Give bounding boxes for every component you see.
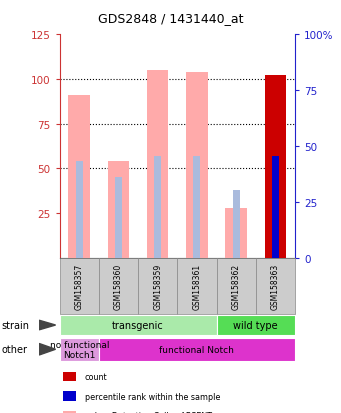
FancyBboxPatch shape <box>177 258 217 314</box>
Bar <box>233 190 240 258</box>
Text: other: other <box>2 344 28 354</box>
Bar <box>115 178 122 258</box>
Bar <box>193 157 201 258</box>
Bar <box>154 157 161 258</box>
FancyBboxPatch shape <box>256 258 295 314</box>
Text: GSM158361: GSM158361 <box>192 263 202 309</box>
Bar <box>147 71 168 258</box>
Text: wild type: wild type <box>234 320 278 330</box>
Text: GDS2848 / 1431440_at: GDS2848 / 1431440_at <box>98 12 243 25</box>
FancyBboxPatch shape <box>60 338 99 361</box>
Text: functional Notch: functional Notch <box>160 345 234 354</box>
Text: GSM158359: GSM158359 <box>153 263 162 309</box>
FancyBboxPatch shape <box>60 315 217 335</box>
Text: percentile rank within the sample: percentile rank within the sample <box>85 392 220 401</box>
Text: GSM158363: GSM158363 <box>271 263 280 309</box>
FancyBboxPatch shape <box>99 338 295 361</box>
Text: count: count <box>85 372 107 381</box>
Text: GSM158360: GSM158360 <box>114 263 123 309</box>
Text: GSM158357: GSM158357 <box>75 263 84 309</box>
FancyBboxPatch shape <box>99 258 138 314</box>
Bar <box>69 96 90 258</box>
FancyBboxPatch shape <box>60 258 99 314</box>
Bar <box>225 208 247 258</box>
FancyBboxPatch shape <box>138 258 177 314</box>
Bar <box>76 162 83 258</box>
Text: GSM158362: GSM158362 <box>232 263 241 309</box>
Bar <box>272 157 279 258</box>
FancyBboxPatch shape <box>217 315 295 335</box>
Text: no functional
Notch1: no functional Notch1 <box>49 340 109 359</box>
Polygon shape <box>39 320 56 330</box>
Bar <box>265 76 286 258</box>
Text: value, Detection Call = ABSENT: value, Detection Call = ABSENT <box>85 411 211 413</box>
FancyBboxPatch shape <box>217 258 256 314</box>
Polygon shape <box>39 344 56 355</box>
Text: transgenic: transgenic <box>112 320 164 330</box>
Bar <box>186 73 208 258</box>
Bar <box>108 162 129 258</box>
Text: strain: strain <box>2 320 30 330</box>
